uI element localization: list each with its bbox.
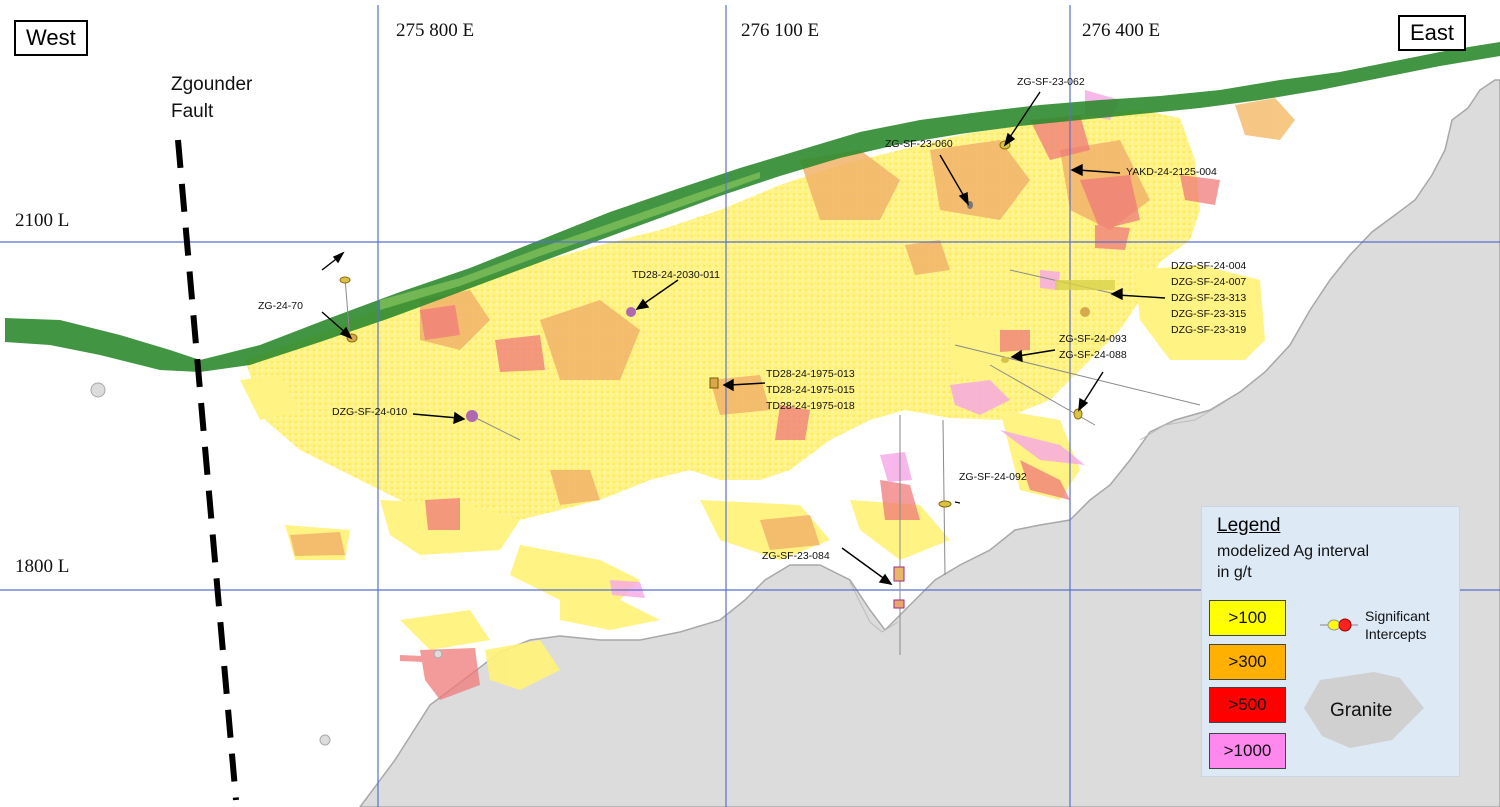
legend-subtitle: modelized Ag interval in g/t	[1217, 541, 1417, 583]
fault-label-line1: Zgounder	[171, 74, 253, 95]
legend-granite-label: Granite	[1330, 700, 1393, 721]
legend-subtitle-line2: in g/t	[1217, 564, 1252, 581]
drillhole-label-group: TD28-24-1975-013 TD28-24-1975-015 TD28-2…	[766, 366, 855, 414]
drillhole-label: DZG-SF-24-010	[332, 406, 408, 418]
legend-swatch-1000: >1000	[1209, 733, 1286, 769]
legend-intercepts-line2: Intercepts	[1365, 626, 1427, 642]
drillhole-label: ZG-SF-23-060	[885, 138, 953, 150]
legend-intercepts-line1: Significant	[1365, 608, 1430, 624]
granite-symbol-icon	[1304, 672, 1424, 748]
drillhole-label: ZG-SF-24-092	[959, 471, 1027, 483]
label-arrows	[321, 91, 1166, 585]
intercept-markers	[90, 140, 1115, 746]
level-label: 1800 L	[15, 556, 70, 577]
drillhole-label: DZG-SF-24-004	[1171, 260, 1247, 272]
drillhole-label: ZG-SF-23-062	[1017, 76, 1085, 88]
intercept-symbol-icon	[1320, 618, 1358, 632]
legend-subtitle-line1: modelized Ag interval	[1217, 543, 1370, 560]
drillhole-label: TD28-24-1975-013	[766, 368, 855, 380]
mineralization-500	[400, 115, 1220, 700]
east-label: East	[1398, 15, 1467, 51]
drillhole-label: TD28-24-1975-018	[766, 400, 855, 412]
legend-swatch-100: >100	[1209, 600, 1286, 636]
fault-label: Zgounder Fault	[171, 71, 252, 125]
granite-outline-shadow	[849, 401, 1226, 633]
drillhole-label: ZG-SF-23-084	[762, 550, 830, 562]
drillhole-label: ZG-SF-24-093	[1059, 333, 1127, 345]
easting-label: 276 100 E	[741, 20, 820, 41]
legend-swatch-500: >500	[1209, 687, 1286, 723]
legend-swatch-300: >300	[1209, 644, 1286, 680]
drillhole-label: TD28-24-1975-015	[766, 384, 855, 396]
drillhole-label: DZG-SF-24-007	[1171, 276, 1247, 288]
drillhole-label: DZG-SF-23-319	[1171, 324, 1247, 336]
surface-layer	[5, 42, 1500, 372]
fault-label-line2: Fault	[171, 101, 214, 122]
drillhole-label-group: ZG-SF-24-093 ZG-SF-24-088	[1059, 331, 1127, 363]
drillhole-label: YAKD-24-2125-004	[1126, 166, 1217, 178]
drillhole-label: DZG-SF-23-313	[1171, 292, 1247, 304]
drillhole-label-group: DZG-SF-24-004 DZG-SF-24-007 DZG-SF-23-31…	[1171, 258, 1246, 338]
zgounder-fault-line	[175, 139, 239, 801]
legend: Legend modelized Ag interval in g/t >100…	[1201, 506, 1460, 777]
legend-title: Legend	[1217, 515, 1281, 536]
legend-intercepts-label: Significant Intercepts	[1365, 607, 1430, 643]
surface-layer-light	[380, 172, 760, 310]
easting-label: 275 800 E	[396, 20, 475, 41]
west-label: West	[14, 20, 88, 56]
drillhole-label: DZG-SF-23-315	[1171, 308, 1247, 320]
drillhole-label: ZG-SF-24-088	[1059, 349, 1127, 361]
easting-label: 276 400 E	[1082, 20, 1161, 41]
drillhole-label: TD28-24-2030-011	[632, 269, 720, 281]
level-label: 2100 L	[15, 210, 70, 231]
drillhole-label: ZG-24-70	[258, 300, 303, 312]
